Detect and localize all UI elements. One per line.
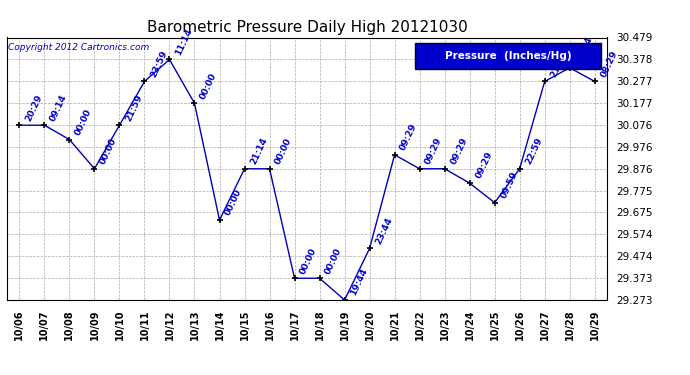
- Text: 11:14: 11:14: [174, 27, 194, 57]
- Text: 00:00: 00:00: [324, 246, 344, 276]
- Text: 08:29: 08:29: [599, 49, 619, 79]
- Text: 00:00: 00:00: [99, 136, 119, 166]
- Text: 09:29: 09:29: [399, 122, 419, 152]
- Text: 09:29: 09:29: [474, 150, 494, 180]
- Text: 09:14: 09:14: [48, 93, 69, 123]
- Text: 00:00: 00:00: [199, 71, 219, 100]
- Text: 00:00: 00:00: [299, 246, 319, 276]
- Text: 19:44: 19:44: [348, 267, 369, 297]
- Text: 23:59: 23:59: [148, 49, 169, 79]
- Title: Barometric Pressure Daily High 20121030: Barometric Pressure Daily High 20121030: [147, 20, 467, 35]
- FancyBboxPatch shape: [415, 43, 601, 69]
- Text: 09:29: 09:29: [424, 136, 444, 166]
- Text: 20:29: 20:29: [23, 93, 44, 123]
- Text: 09:29: 09:29: [448, 136, 469, 166]
- Text: 00:00: 00:00: [74, 108, 94, 137]
- Text: 00:00: 00:00: [274, 136, 294, 166]
- Text: 00:00: 00:00: [224, 188, 244, 218]
- Text: 23:44: 23:44: [374, 216, 394, 246]
- Text: 21:59: 21:59: [124, 93, 144, 123]
- Text: 06:14: 06:14: [574, 35, 594, 65]
- Text: 21:14: 21:14: [248, 136, 269, 166]
- Text: 22:59: 22:59: [524, 136, 544, 166]
- Text: Pressure  (Inches/Hg): Pressure (Inches/Hg): [445, 51, 571, 61]
- Text: 09:59: 09:59: [499, 170, 519, 200]
- Text: 21:59: 21:59: [549, 49, 569, 79]
- Text: Copyright 2012 Cartronics.com: Copyright 2012 Cartronics.com: [8, 43, 149, 52]
